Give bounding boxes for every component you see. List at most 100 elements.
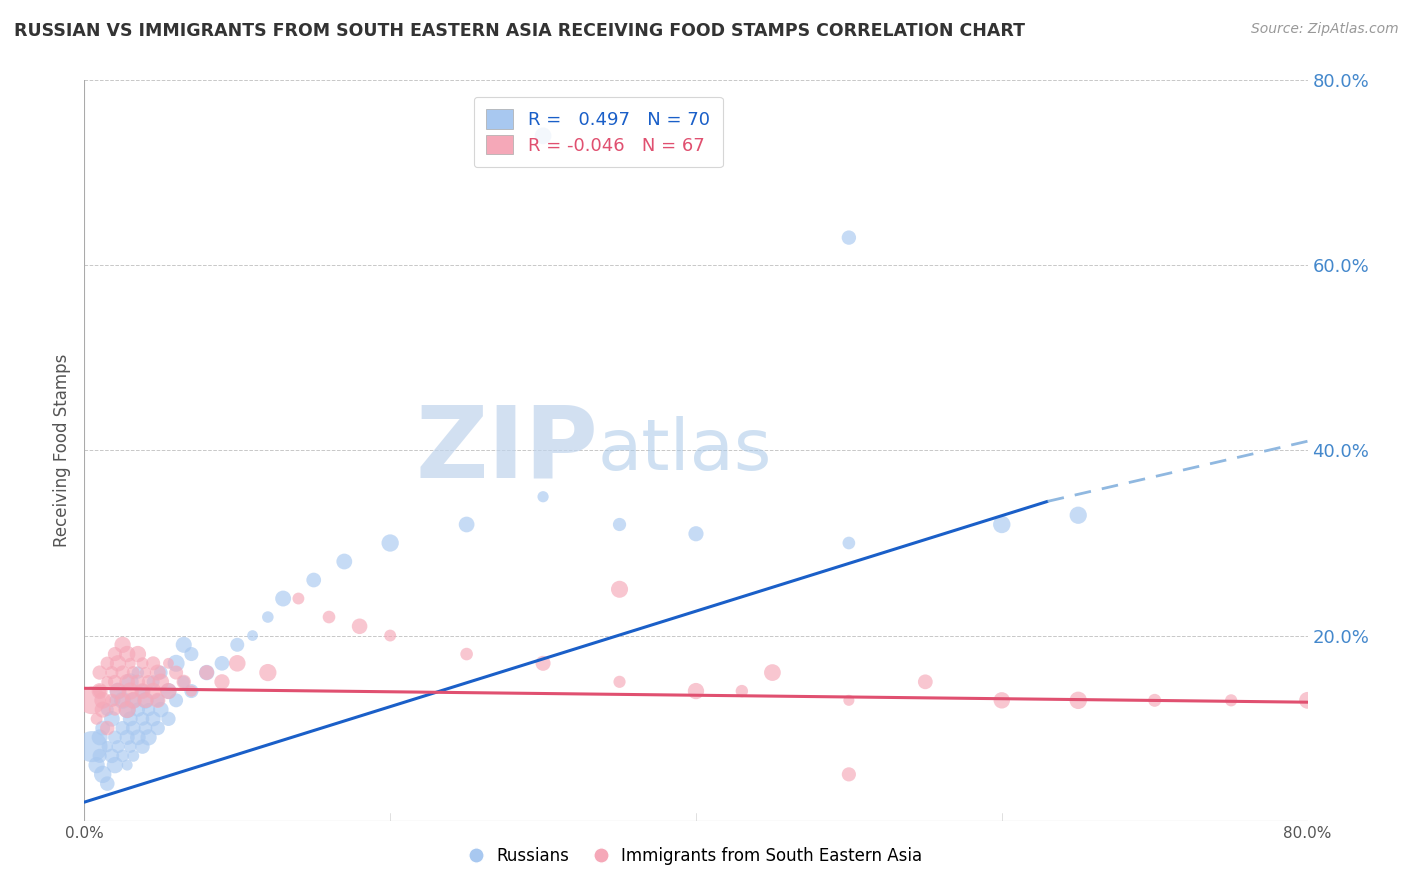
Point xyxy=(115,703,138,717)
Point xyxy=(80,693,103,707)
Point xyxy=(111,693,134,707)
Point xyxy=(761,665,783,680)
Point xyxy=(86,758,108,772)
Point xyxy=(96,739,118,754)
Point xyxy=(120,712,142,726)
Point xyxy=(991,517,1014,532)
Point xyxy=(142,712,165,726)
Point xyxy=(287,591,309,606)
Point xyxy=(89,748,111,763)
Point xyxy=(120,739,142,754)
Point xyxy=(115,647,138,661)
Text: atlas: atlas xyxy=(598,416,772,485)
Legend: Russians, Immigrants from South Eastern Asia: Russians, Immigrants from South Eastern … xyxy=(463,840,929,871)
Point xyxy=(89,665,111,680)
Point xyxy=(131,712,153,726)
Point xyxy=(127,665,149,680)
Point xyxy=(195,665,218,680)
Point xyxy=(456,647,478,661)
Point xyxy=(80,739,103,754)
Point xyxy=(149,703,172,717)
Point xyxy=(91,767,114,781)
Point xyxy=(122,748,145,763)
Point xyxy=(609,582,631,597)
Point xyxy=(131,684,153,698)
Point xyxy=(120,657,142,671)
Point xyxy=(838,230,860,244)
Point xyxy=(149,674,172,689)
Point xyxy=(146,665,169,680)
Point xyxy=(257,610,280,624)
Point xyxy=(107,684,129,698)
Point xyxy=(1296,693,1319,707)
Point xyxy=(96,674,118,689)
Point xyxy=(838,693,860,707)
Point xyxy=(104,758,127,772)
Point xyxy=(89,684,111,698)
Point xyxy=(135,693,157,707)
Point xyxy=(135,721,157,735)
Point xyxy=(96,721,118,735)
Point xyxy=(380,628,402,642)
Point xyxy=(257,665,280,680)
Point xyxy=(165,665,187,680)
Point xyxy=(226,638,249,652)
Point xyxy=(89,684,111,698)
Point xyxy=(131,657,153,671)
Point xyxy=(242,628,264,642)
Text: Source: ZipAtlas.com: Source: ZipAtlas.com xyxy=(1251,22,1399,37)
Point xyxy=(211,657,233,671)
Y-axis label: Receiving Food Stamps: Receiving Food Stamps xyxy=(53,354,72,547)
Point xyxy=(180,647,202,661)
Point xyxy=(531,657,554,671)
Point xyxy=(96,657,118,671)
Point xyxy=(685,684,707,698)
Point xyxy=(349,619,371,633)
Point xyxy=(131,684,153,698)
Point xyxy=(838,767,860,781)
Point xyxy=(135,665,157,680)
Point xyxy=(111,693,134,707)
Point xyxy=(195,665,218,680)
Point xyxy=(120,684,142,698)
Point xyxy=(111,638,134,652)
Point xyxy=(1067,508,1090,523)
Point xyxy=(104,647,127,661)
Point xyxy=(127,703,149,717)
Point xyxy=(122,693,145,707)
Point xyxy=(1143,693,1166,707)
Point xyxy=(609,517,631,532)
Point xyxy=(380,536,402,550)
Point xyxy=(333,554,356,569)
Point xyxy=(149,665,172,680)
Point xyxy=(211,674,233,689)
Point xyxy=(173,638,195,652)
Point xyxy=(226,657,249,671)
Point xyxy=(135,693,157,707)
Point xyxy=(101,748,124,763)
Point xyxy=(115,674,138,689)
Point xyxy=(115,703,138,717)
Point xyxy=(271,591,294,606)
Point xyxy=(91,721,114,735)
Point xyxy=(91,703,114,717)
Point xyxy=(991,693,1014,707)
Point xyxy=(107,739,129,754)
Point xyxy=(302,573,325,587)
Point xyxy=(456,517,478,532)
Point xyxy=(91,693,114,707)
Point xyxy=(157,684,180,698)
Point xyxy=(318,610,340,624)
Point xyxy=(111,665,134,680)
Point xyxy=(173,674,195,689)
Point xyxy=(111,721,134,735)
Point xyxy=(609,674,631,689)
Point xyxy=(146,693,169,707)
Point xyxy=(157,712,180,726)
Point xyxy=(115,731,138,745)
Text: ZIP: ZIP xyxy=(415,402,598,499)
Point xyxy=(180,684,202,698)
Point xyxy=(104,674,127,689)
Point xyxy=(101,712,124,726)
Point xyxy=(731,684,754,698)
